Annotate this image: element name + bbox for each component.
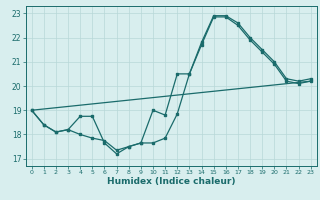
X-axis label: Humidex (Indice chaleur): Humidex (Indice chaleur): [107, 177, 236, 186]
